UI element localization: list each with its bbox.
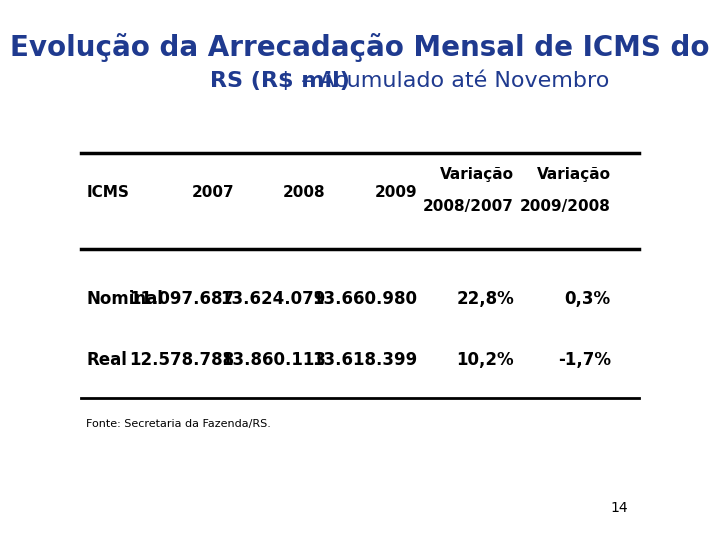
- Text: Real: Real: [86, 352, 127, 369]
- Text: Fonte: Secretaria da Fazenda/RS.: Fonte: Secretaria da Fazenda/RS.: [86, 419, 271, 429]
- Text: 22,8%: 22,8%: [456, 290, 514, 308]
- Text: 13.660.980: 13.660.980: [312, 290, 417, 308]
- Text: 13.618.399: 13.618.399: [312, 352, 417, 369]
- Text: 2009/2008: 2009/2008: [520, 199, 611, 214]
- Text: 0,3%: 0,3%: [564, 290, 611, 308]
- Text: RS (R$ mil): RS (R$ mil): [210, 71, 350, 91]
- Text: 2008/2007: 2008/2007: [423, 199, 514, 214]
- Text: ICMS: ICMS: [86, 185, 129, 200]
- Text: Nominal: Nominal: [86, 290, 163, 308]
- Text: -1,7%: -1,7%: [558, 352, 611, 369]
- Text: 13.860.113: 13.860.113: [221, 352, 325, 369]
- Text: 13.624.079: 13.624.079: [220, 290, 325, 308]
- Text: 12.578.788: 12.578.788: [130, 352, 235, 369]
- Text: 2008: 2008: [283, 185, 325, 200]
- Text: Variação: Variação: [537, 167, 611, 182]
- Text: 2007: 2007: [192, 185, 235, 200]
- Text: – Acumulado até Novembro: – Acumulado até Novembro: [294, 71, 609, 91]
- Text: Variação: Variação: [440, 167, 514, 182]
- Text: Evolução da Arrecadação Mensal de ICMS do: Evolução da Arrecadação Mensal de ICMS d…: [10, 33, 710, 63]
- Text: 14: 14: [611, 501, 628, 515]
- Text: 11.097.687: 11.097.687: [130, 290, 235, 308]
- Text: 10,2%: 10,2%: [456, 352, 514, 369]
- Text: 2009: 2009: [374, 185, 417, 200]
